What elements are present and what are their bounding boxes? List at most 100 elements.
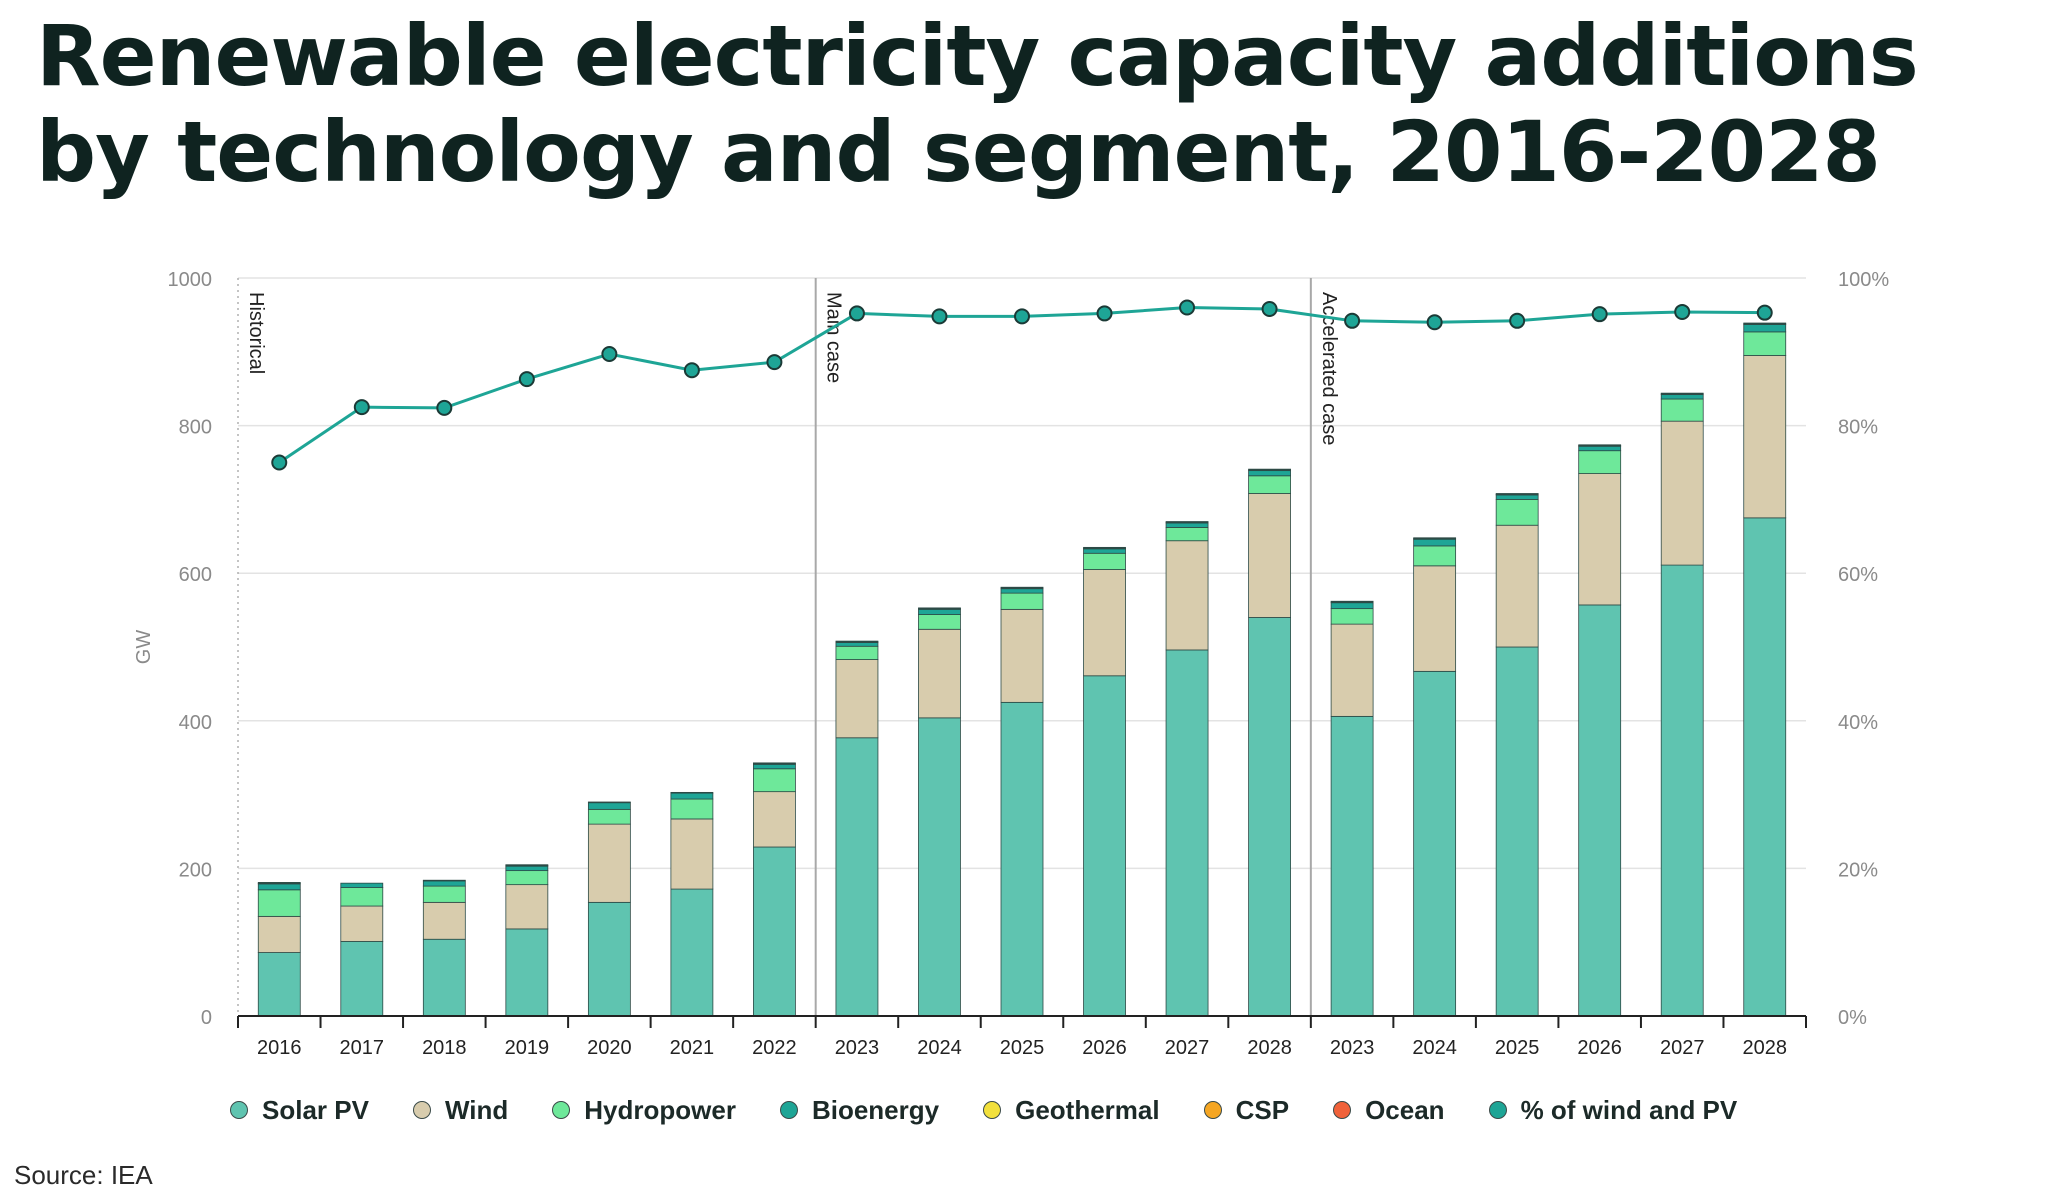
- bar-bioenergy: [670, 792, 714, 800]
- bar-solar-pv: [1413, 670, 1457, 1017]
- y-tick-label: 800: [179, 417, 212, 439]
- legend-item: CSP: [1203, 1095, 1289, 1126]
- x-tick-label: 2024: [917, 1037, 962, 1059]
- bar-bioenergy: [1330, 602, 1374, 610]
- bar-bioenergy: [1000, 588, 1044, 594]
- y2-tick-label: 60%: [1838, 564, 1878, 586]
- line-point: [1591, 306, 1608, 323]
- bar-hydropower: [918, 614, 961, 630]
- bar-wind: [257, 915, 301, 953]
- bar-wind: [1743, 355, 1787, 519]
- bar-hydropower: [422, 885, 466, 903]
- bar-wind: [587, 823, 631, 903]
- line-point: [1509, 312, 1526, 329]
- bar-wind: [1248, 493, 1291, 618]
- bar-bioenergy: [587, 802, 631, 810]
- line-point: [1344, 312, 1361, 329]
- y-tick-label: 1000: [168, 269, 213, 291]
- bar-csp: [1330, 600, 1374, 603]
- x-tick-label: 2017: [340, 1037, 385, 1059]
- bar-csp: [753, 762, 796, 765]
- bar-hydropower: [1248, 475, 1291, 494]
- legend-label: % of wind and PV: [1520, 1094, 1738, 1125]
- bar-bioenergy: [1413, 538, 1457, 547]
- bar-hydropower: [587, 808, 631, 825]
- y-tick-label: 0: [201, 1007, 212, 1029]
- legend-label: Hydropower: [584, 1094, 736, 1125]
- bar-wind: [1083, 569, 1126, 677]
- legend-item: Wind: [412, 1094, 509, 1126]
- bar-bioenergy: [835, 642, 879, 647]
- legend-swatch: [230, 1101, 248, 1119]
- source-note: Source: IEA: [14, 1160, 153, 1190]
- y-axis-label: GW: [133, 630, 155, 665]
- bar-hydropower: [505, 870, 549, 886]
- bar-wind: [670, 818, 714, 890]
- bar-bioenergy: [1248, 470, 1291, 477]
- bar-wind: [1495, 524, 1539, 648]
- bar-bioenergy: [1165, 522, 1209, 528]
- line-point: [1261, 300, 1278, 317]
- legend-swatch: [983, 1101, 1002, 1119]
- bar-wind: [918, 628, 961, 719]
- bar-csp: [1083, 546, 1126, 549]
- legend-label: Geothermal: [1015, 1094, 1160, 1125]
- legend-swatch: [1333, 1101, 1352, 1119]
- legend-label: Wind: [444, 1094, 509, 1125]
- y-tick-label: 400: [179, 712, 212, 734]
- bar-bioenergy: [1578, 445, 1622, 452]
- bar-geothermal: [422, 879, 466, 882]
- x-tick-label: 2026: [1082, 1037, 1127, 1059]
- legend-label: Bioenergy: [811, 1094, 940, 1125]
- legend-item: Solar PV: [230, 1095, 369, 1126]
- y2-tick-label: 80%: [1838, 417, 1878, 439]
- bar-wind: [1660, 420, 1704, 566]
- legend-item: Ocean: [1333, 1095, 1445, 1126]
- bar-hydropower: [1743, 331, 1787, 356]
- y-tick-label: 600: [179, 564, 212, 586]
- bar-geothermal: [670, 791, 714, 794]
- bar-wind: [1165, 540, 1209, 651]
- line-point: [848, 305, 865, 322]
- x-tick-label: 2021: [670, 1037, 715, 1059]
- line-point: [1096, 305, 1113, 322]
- bar-csp: [1660, 392, 1704, 395]
- bar-hydropower: [1083, 552, 1126, 570]
- bar-wind: [340, 905, 384, 942]
- bar-hydropower: [1165, 527, 1209, 542]
- bar-bioenergy: [505, 865, 549, 872]
- line-point: [1014, 308, 1030, 325]
- bar-hydropower: [1578, 450, 1622, 474]
- bar-bioenergy: [918, 608, 961, 615]
- bar-hydropower: [753, 768, 796, 793]
- y2-tick-label: 40%: [1838, 712, 1878, 734]
- x-tick-label: 2028: [1742, 1037, 1787, 1059]
- bar-csp: [1743, 322, 1787, 325]
- bar-solar-pv: [257, 952, 301, 1017]
- bar-wind: [505, 884, 549, 930]
- bar-solar-pv: [422, 938, 466, 1017]
- y2-tick-label: 20%: [1838, 859, 1878, 881]
- x-tick-label: 2025: [1000, 1037, 1045, 1059]
- bar-csp: [1413, 537, 1457, 539]
- bar-solar-pv: [1578, 604, 1622, 1017]
- bar-hydropower: [257, 889, 301, 917]
- bar-solar-pv: [1660, 564, 1704, 1017]
- bar-wind: [753, 791, 796, 848]
- legend: Solar PV Wind Hydropower Bioenergy Geotherma…: [230, 1090, 1781, 1130]
- bar-csp: [257, 882, 301, 884]
- x-tick-label: 2023: [1330, 1037, 1375, 1059]
- bar-bioenergy: [1660, 394, 1704, 400]
- segment-label: Accelerated case: [1318, 292, 1340, 445]
- bar-solar-pv: [1743, 517, 1787, 1017]
- bar-csp: [1165, 521, 1209, 523]
- line-wind-pv-share: [278, 306, 1765, 464]
- bar-bioenergy: [1495, 494, 1539, 500]
- x-tick-label: 2020: [587, 1037, 632, 1059]
- y2-tick-label: 100%: [1838, 269, 1889, 291]
- chart-title: Renewable electricity capacity additions…: [36, 7, 1919, 201]
- bar-hydropower: [340, 887, 384, 907]
- bar-solar-pv: [587, 901, 631, 1017]
- x-tick-label: 2019: [505, 1037, 550, 1059]
